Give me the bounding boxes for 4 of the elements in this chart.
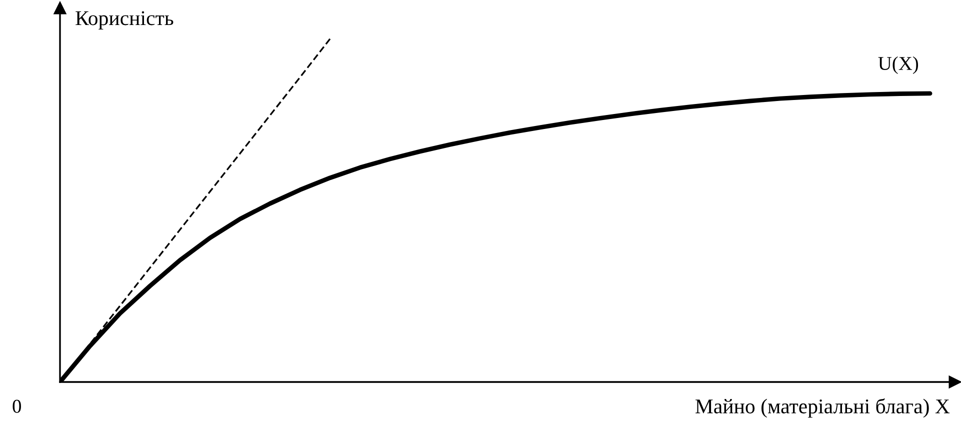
text: 0: [12, 400, 21, 413]
y-axis-title: Корисність: [76, 11, 174, 30]
x-axis-title: Майно (матеріальні блага) X: [695, 398, 950, 418]
series-label: U(X): [878, 56, 918, 74]
